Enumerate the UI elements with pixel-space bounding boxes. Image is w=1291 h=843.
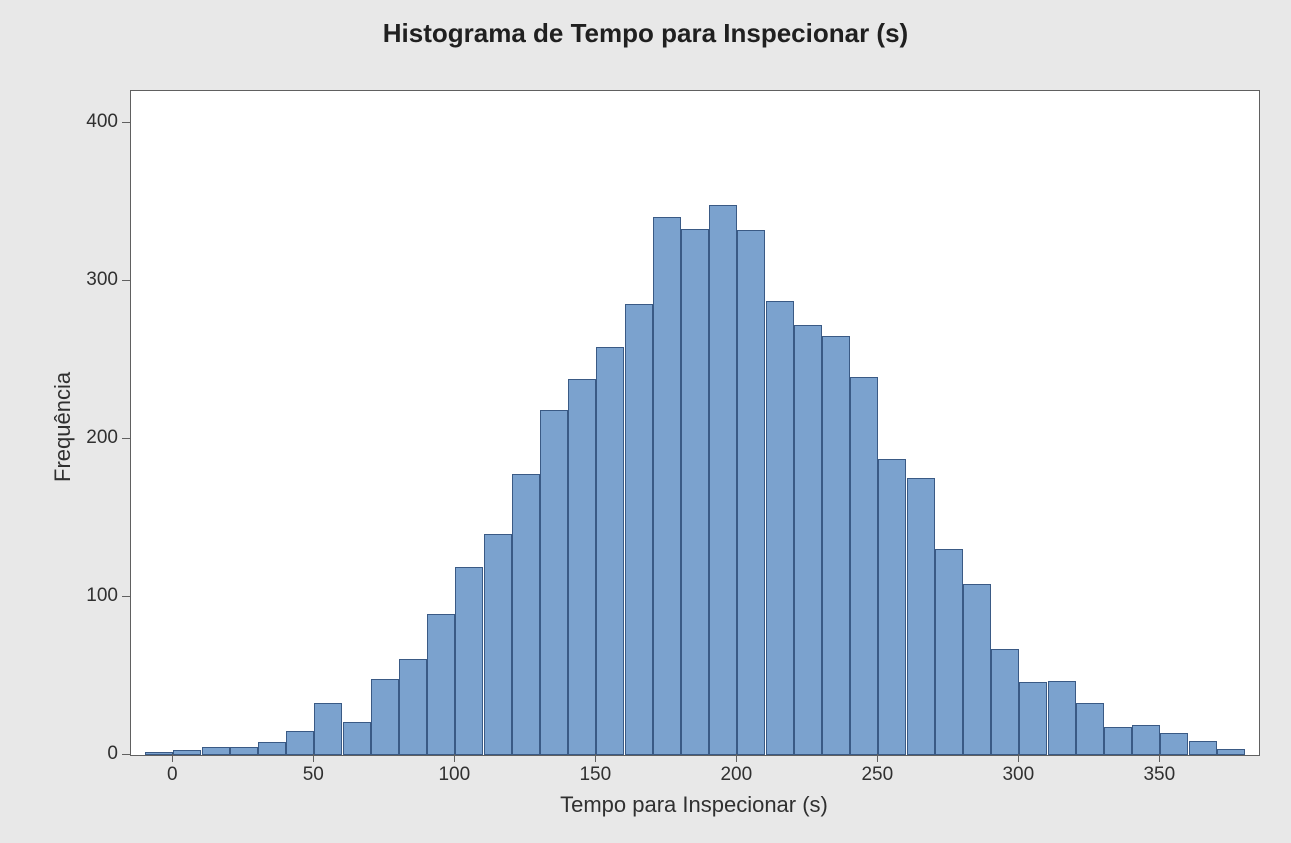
y-tick-label: 0 <box>70 743 118 765</box>
y-tick <box>122 280 130 281</box>
histogram-bar <box>286 731 314 755</box>
histogram-bar <box>766 301 794 755</box>
histogram-bar <box>1104 727 1132 755</box>
histogram-bar <box>907 478 935 755</box>
chart-container: Histograma de Tempo para Inspecionar (s)… <box>0 0 1291 843</box>
x-tick <box>1159 754 1160 762</box>
x-tick-label: 250 <box>861 764 893 786</box>
histogram-bar <box>596 347 624 755</box>
histogram-bar <box>258 742 286 755</box>
histogram-bar <box>512 474 540 755</box>
histogram-bar <box>1019 682 1047 755</box>
histogram-bar <box>850 377 878 755</box>
histogram-bar <box>681 229 709 755</box>
histogram-bar <box>963 584 991 755</box>
x-tick <box>595 754 596 762</box>
x-tick-label: 300 <box>1002 764 1034 786</box>
x-tick-label: 350 <box>1143 764 1175 786</box>
histogram-bar <box>455 567 483 755</box>
x-tick <box>313 754 314 762</box>
histogram-bar <box>427 614 455 755</box>
histogram-bar <box>371 679 399 755</box>
histogram-bar <box>568 379 596 755</box>
x-tick <box>1018 754 1019 762</box>
x-tick-label: 200 <box>720 764 752 786</box>
x-tick-label: 100 <box>438 764 470 786</box>
y-tick-label: 200 <box>70 427 118 449</box>
x-tick-label: 150 <box>579 764 611 786</box>
y-tick-label: 100 <box>70 585 118 607</box>
histogram-bar <box>737 230 765 755</box>
y-tick <box>122 596 130 597</box>
histogram-bar <box>709 205 737 755</box>
histogram-bar <box>991 649 1019 755</box>
histogram-bar <box>653 217 681 755</box>
histogram-bar <box>1076 703 1104 755</box>
plot-area <box>130 90 1260 756</box>
y-tick <box>122 754 130 755</box>
x-tick <box>736 754 737 762</box>
histogram-bar <box>314 703 342 755</box>
x-tick <box>877 754 878 762</box>
histogram-bar <box>1189 741 1217 755</box>
x-tick <box>172 754 173 762</box>
y-tick <box>122 438 130 439</box>
histogram-bar <box>878 459 906 755</box>
histogram-bar <box>173 750 201 755</box>
histogram-bar <box>399 659 427 755</box>
histogram-bar <box>625 304 653 755</box>
x-tick-label: 50 <box>303 764 324 786</box>
histogram-bar <box>540 410 568 755</box>
histogram-bar <box>202 747 230 755</box>
histogram-bar <box>1132 725 1160 755</box>
y-tick-label: 300 <box>70 269 118 291</box>
x-tick-label: 0 <box>167 764 178 786</box>
histogram-bar <box>343 722 371 755</box>
chart-title: Histograma de Tempo para Inspecionar (s) <box>0 18 1291 49</box>
histogram-bar <box>1217 749 1245 755</box>
histogram-bar <box>230 747 258 755</box>
histogram-bar <box>822 336 850 755</box>
histogram-bar <box>145 752 173 755</box>
histogram-bar <box>1160 733 1188 755</box>
histogram-bar <box>484 534 512 755</box>
y-tick <box>122 122 130 123</box>
y-tick-label: 400 <box>70 111 118 133</box>
histogram-bar <box>794 325 822 755</box>
histogram-bar <box>1048 681 1076 755</box>
x-axis-label: Tempo para Inspecionar (s) <box>130 792 1258 818</box>
histogram-bar <box>935 549 963 755</box>
x-tick <box>454 754 455 762</box>
